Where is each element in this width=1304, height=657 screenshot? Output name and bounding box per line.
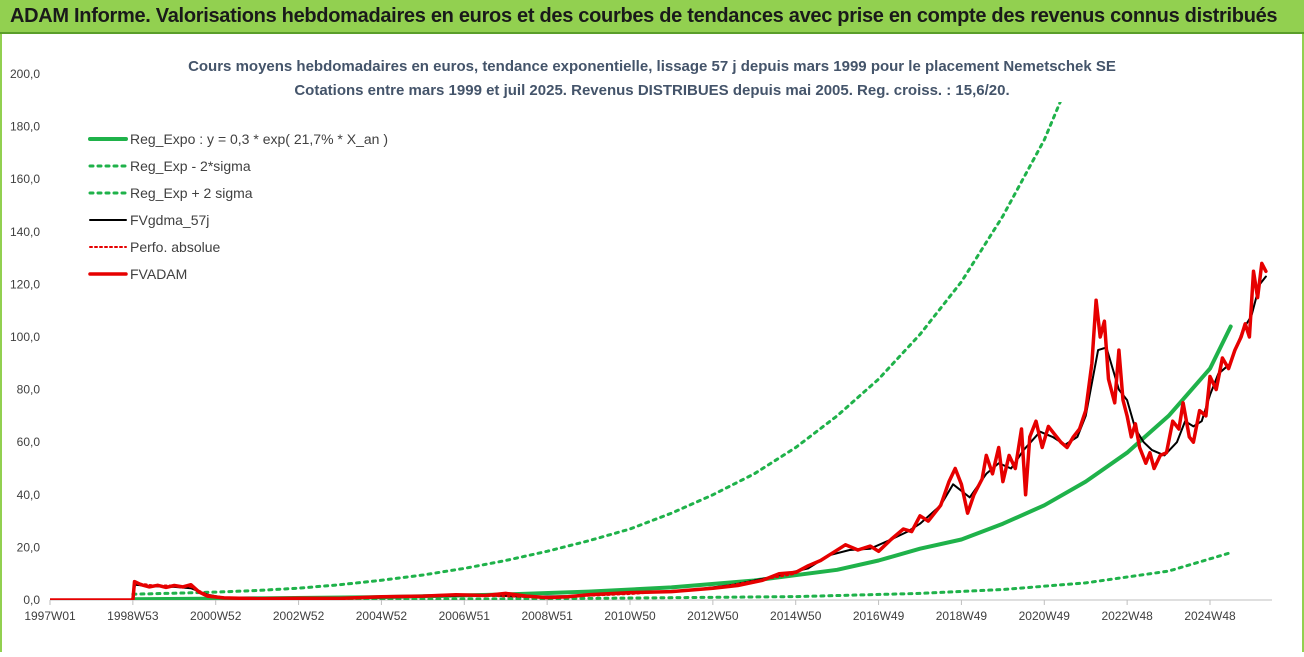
legend-label: Reg_Exp + 2 sigma [130, 185, 253, 201]
legend-label: Reg_Exp - 2*sigma [130, 158, 251, 174]
y-tick-label: 100,0 [10, 330, 40, 344]
y-tick-label: 40,0 [17, 488, 41, 502]
y-tick-label: 20,0 [17, 540, 41, 554]
legend-label: FVADAM [130, 266, 187, 282]
series-line [50, 275, 1267, 600]
series-line [130, 324, 1233, 600]
chart-subtitle: Cotations entre mars 1999 et juil 2025. … [294, 82, 1009, 99]
chart-area: 0,0 20,0 40,0 60,0 80,0 100,0 120,0 140,0 160,0 1… [0, 34, 1304, 652]
x-tick-label: 2020W49 [1019, 609, 1071, 623]
x-tick-label: 2024W48 [1184, 609, 1236, 623]
y-tick-label: 80,0 [17, 383, 41, 397]
x-tick-label: 2006W51 [439, 609, 491, 623]
legend-label: Perfo. absolue [130, 239, 220, 255]
x-tick-label: 2012W50 [687, 609, 739, 623]
x-tick-label: 2004W52 [356, 609, 408, 623]
x-tick-label: 2002W52 [273, 609, 325, 623]
y-tick-label: 180,0 [10, 120, 40, 134]
chart-title-background [192, 54, 1112, 102]
y-tick-label: 140,0 [10, 225, 40, 239]
series-line [50, 261, 1268, 600]
y-tick-label: 160,0 [10, 172, 40, 186]
title-bar: ADAM Informe. Valorisations hebdomadaire… [0, 0, 1304, 34]
y-tick-label: 120,0 [10, 277, 40, 291]
x-tick-labels: 1997W01 1998W53 2000W52 2002W52 2004W52 2006W… [24, 600, 1236, 623]
x-tick-label: 2010W50 [604, 609, 656, 623]
x-tick-label: 2014W50 [770, 609, 822, 623]
x-tick-label: 1998W53 [107, 609, 159, 623]
x-tick-label: 2000W52 [190, 609, 242, 623]
y-tick-labels: 0,0 20,0 40,0 60,0 80,0 100,0 120,0 140,0 160,0 1… [10, 67, 40, 607]
series-line [131, 98, 1063, 596]
legend-label: FVgdma_57j [130, 212, 209, 228]
series-lines [50, 98, 1268, 600]
line-chart: 0,0 20,0 40,0 60,0 80,0 100,0 120,0 140,0 160,0 1… [10, 54, 1272, 623]
x-tick-label: 1997W01 [24, 609, 76, 623]
x-tick-label: 2016W49 [853, 609, 905, 623]
y-tick-label: 200,0 [10, 67, 40, 81]
chart-title: Cours moyens hebdomadaires en euros, ten… [188, 58, 1116, 75]
y-tick-label: 0,0 [23, 593, 40, 607]
legend: Reg_Expo : y = 0,3 * exp( 21,7% * X_an )… [88, 131, 388, 282]
y-tick-label: 60,0 [17, 435, 41, 449]
x-tick-label: 2018W49 [936, 609, 988, 623]
series-line [131, 551, 1233, 600]
x-tick-label: 2022W48 [1101, 609, 1153, 623]
page-title: ADAM Informe. Valorisations hebdomadaire… [10, 5, 1278, 27]
x-tick-label: 2008W51 [521, 609, 573, 623]
legend-label: Reg_Expo : y = 0,3 * exp( 21,7% * X_an ) [130, 131, 388, 147]
